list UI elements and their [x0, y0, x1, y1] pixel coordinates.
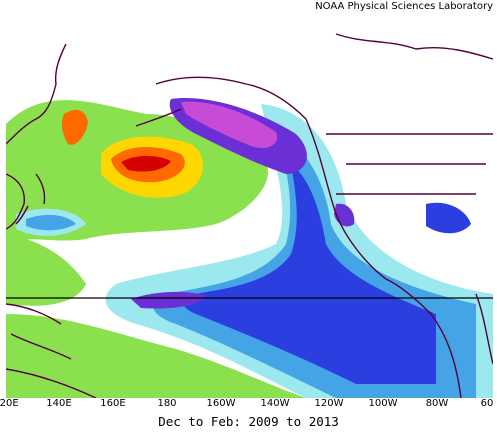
purple-region-equator	[131, 291, 206, 309]
tick-label: 80W	[425, 398, 449, 409]
orange-region-kamchatka	[61, 109, 88, 145]
coast-continent-interior	[326, 33, 493, 195]
coastlines	[6, 33, 493, 398]
deep-blue-east	[426, 202, 471, 234]
coast-north-america	[305, 118, 432, 315]
tick-label: 160E	[100, 398, 126, 409]
tick-label: 180	[157, 398, 177, 409]
tick-label: 160W	[206, 398, 236, 409]
anomaly-map	[6, 14, 493, 398]
deep-blue-region	[183, 164, 436, 384]
tick-label: 140E	[46, 398, 72, 409]
coast-japan	[15, 173, 46, 225]
coast-asia	[6, 43, 67, 230]
green-region-south	[6, 314, 306, 398]
tick-label: 140W	[260, 398, 290, 409]
coast-indonesia	[6, 303, 97, 398]
longitude-axis: 120E 140E 160E 180 160W 140W 120W 100W 8…	[0, 398, 497, 412]
coast-alaska	[135, 76, 307, 127]
green-region-west	[6, 234, 86, 306]
red-region	[121, 155, 171, 172]
tick-label: 60	[480, 398, 494, 409]
tick-label: 120W	[314, 398, 344, 409]
coast-south-america	[430, 293, 493, 398]
magenta-region-gulf	[181, 101, 278, 149]
tick-label: 100W	[368, 398, 398, 409]
credit-text: NOAA Physical Sciences Laboratory	[315, 1, 493, 12]
tick-label: 120E	[0, 398, 19, 409]
blue-region-west	[26, 214, 76, 231]
map-caption: Dec to Feb: 2009 to 2013	[158, 414, 339, 429]
